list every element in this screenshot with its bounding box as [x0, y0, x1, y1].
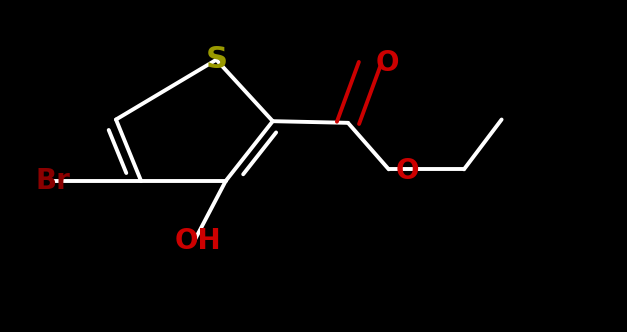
Text: O: O: [396, 157, 419, 185]
Text: OH: OH: [174, 227, 221, 255]
Text: O: O: [376, 49, 399, 77]
Text: S: S: [205, 45, 228, 74]
Text: Br: Br: [36, 167, 71, 195]
